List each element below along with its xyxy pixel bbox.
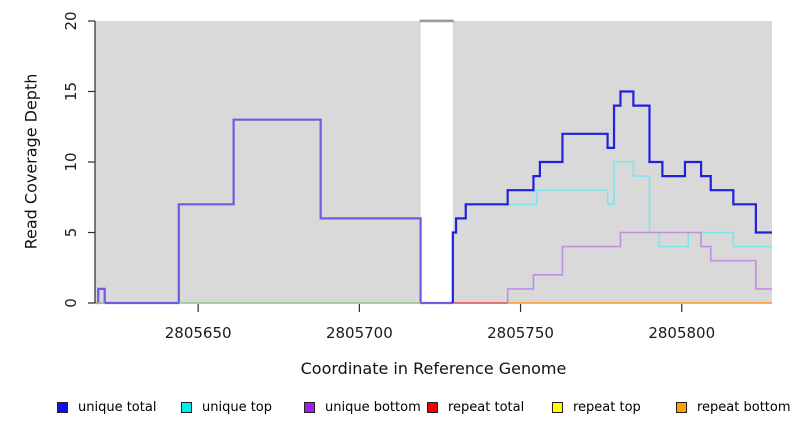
x-tick-label-2805650: 2805650 [165, 324, 232, 342]
legend-label: unique bottom [325, 399, 421, 415]
legend-item-unique-bottom: unique bottom [304, 399, 421, 415]
legend-item-unique-total: unique total [57, 399, 156, 415]
unique-top-swatch [181, 401, 192, 413]
repeat-top-swatch [552, 401, 563, 413]
legend-item-repeat-bottom: repeat bottom [676, 399, 791, 415]
legend-item-repeat-total: repeat total [427, 399, 524, 415]
legend-label: unique top [202, 399, 273, 415]
covered-region-right [452, 21, 772, 303]
gap-marker [419, 19, 454, 23]
legend-item-unique-top: unique top [181, 399, 272, 415]
unique-bottom-swatch [304, 401, 315, 413]
y-tick-label-0: 0 [62, 298, 80, 308]
repeat-total-swatch [427, 401, 438, 413]
y-tick-label-5: 5 [62, 228, 80, 238]
x-tick-label-2805750: 2805750 [487, 324, 554, 342]
x-tick-label-2805800: 2805800 [648, 324, 715, 342]
legend-label: repeat top [573, 399, 641, 415]
series-unique-bottom [506, 231, 772, 303]
x-tick-label-2805700: 2805700 [326, 324, 393, 342]
legend-label: repeat total [448, 399, 525, 415]
legend-label: unique total [78, 399, 157, 415]
series-unique-total [451, 90, 772, 303]
covered-region-left [95, 21, 421, 303]
y-tick-label-15: 15 [62, 82, 80, 101]
x-axis-title: Coordinate in Reference Genome [300, 359, 567, 378]
repeat-bottom-swatch [676, 401, 687, 413]
y-tick-label-10: 10 [62, 152, 80, 171]
y-axis-title: Read Coverage Depth [21, 73, 41, 250]
legend-item-repeat-top: repeat top [552, 399, 641, 415]
series-unique-total-left [95, 118, 453, 305]
unique-total-swatch [57, 401, 68, 413]
y-tick-label-20: 20 [62, 11, 80, 30]
legend-label: repeat bottom [697, 399, 791, 415]
